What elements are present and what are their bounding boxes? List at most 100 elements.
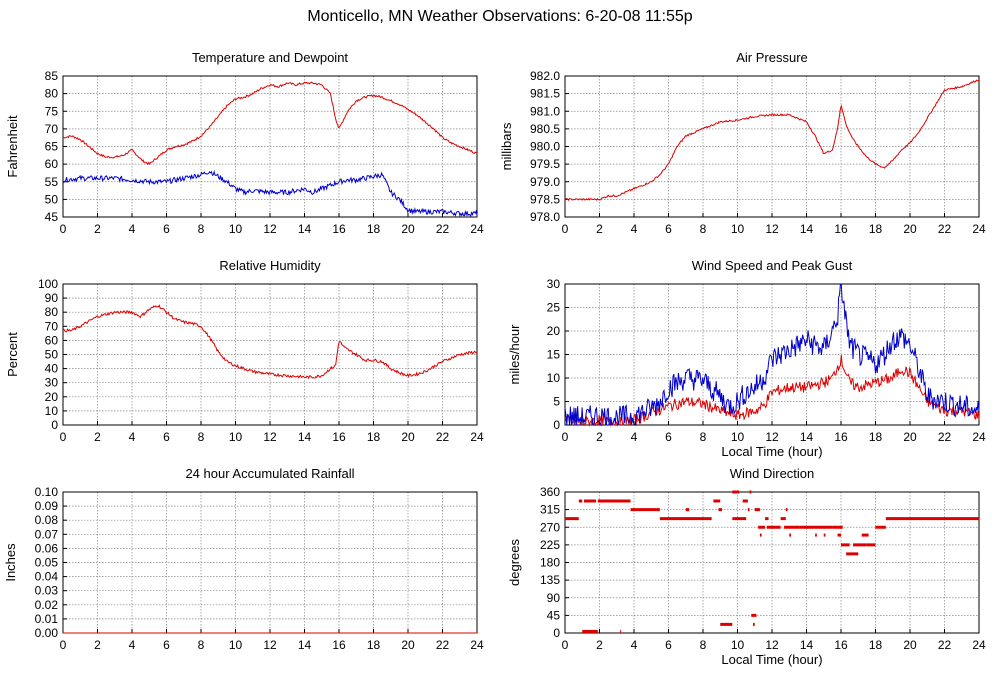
y-axis-label: millibars <box>499 122 514 170</box>
x-tick-label: 6 <box>163 430 170 444</box>
x-tick-label: 8 <box>198 222 205 236</box>
temp-series-0-line <box>62 81 478 166</box>
y-tick-label: 0.03 <box>35 584 59 598</box>
y-axis-label: degrees <box>507 539 522 586</box>
x-tick-label: 8 <box>700 638 707 652</box>
x-tick-label: 2 <box>596 430 603 444</box>
x-tick-label: 22 <box>938 222 952 236</box>
x-tick-label: 10 <box>731 222 745 236</box>
y-tick-label: 40 <box>45 362 59 376</box>
x-tick-label: 14 <box>800 638 814 652</box>
x-tick-label: 12 <box>263 430 277 444</box>
x-tick-label: 20 <box>903 222 917 236</box>
y-tick-label: 0.01 <box>35 612 59 626</box>
x-tick-label: 8 <box>198 430 205 444</box>
x-tick-label: 18 <box>869 430 883 444</box>
y-tick-label: 30 <box>45 376 59 390</box>
x-tick-label: 24 <box>470 430 484 444</box>
x-tick-label: 24 <box>972 222 986 236</box>
x-tick-label: 18 <box>869 222 883 236</box>
y-tick-label: 0.08 <box>35 513 59 527</box>
y-tick-label: 978.5 <box>530 192 560 206</box>
y-tick-label: 978.0 <box>530 210 560 224</box>
y-tick-label: 15 <box>547 348 561 362</box>
temp-series-1-line <box>62 169 478 218</box>
x-tick-label: 2 <box>94 638 101 652</box>
y-tick-label: 60 <box>45 157 59 171</box>
pressure-chart: 0 2 4 6 8 10 12 14 16 18 20 22 24978.0978.5979.0979.… <box>499 50 986 236</box>
y-axis-label: Inches <box>3 543 18 582</box>
x-tick-label: 20 <box>903 638 917 652</box>
y-tick-label: 20 <box>45 390 59 404</box>
y-tick-label: 0 <box>553 626 560 640</box>
chart-title: Air Pressure <box>736 50 808 65</box>
y-tick-label: 50 <box>45 192 59 206</box>
pressure-series-0-line <box>564 79 980 201</box>
x-tick-label: 20 <box>903 430 917 444</box>
x-tick-label: 6 <box>163 222 170 236</box>
x-tick-label: 22 <box>938 638 952 652</box>
temp-chart: 0 2 4 6 8 10 12 14 16 18 20 22 24455055606570758085T… <box>5 50 484 236</box>
y-tick-label: 5 <box>553 395 560 409</box>
y-tick-label: 0.02 <box>35 598 59 612</box>
chart-title: Wind Speed and Peak Gust <box>692 258 853 273</box>
x-tick-label: 14 <box>298 638 312 652</box>
x-tick-label: 20 <box>401 430 415 444</box>
chart-title: Temperature and Dewpoint <box>192 50 348 65</box>
x-tick-label: 14 <box>298 222 312 236</box>
y-axis-label: Fahrenheit <box>5 115 20 178</box>
x-tick-label: 10 <box>229 222 243 236</box>
y-tick-label: 70 <box>45 319 59 333</box>
x-tick-label: 24 <box>470 638 484 652</box>
y-tick-label: 90 <box>45 291 59 305</box>
x-tick-label: 16 <box>834 638 848 652</box>
y-tick-label: 180 <box>540 556 560 570</box>
y-tick-label: 25 <box>547 301 561 315</box>
x-tick-label: 16 <box>332 638 346 652</box>
y-tick-label: 70 <box>45 122 59 136</box>
y-tick-label: 90 <box>547 591 561 605</box>
x-tick-label: 22 <box>436 430 450 444</box>
y-tick-label: 0 <box>51 418 58 432</box>
x-tick-label: 18 <box>367 222 381 236</box>
y-tick-label: 270 <box>540 520 560 534</box>
y-tick-label: 979.0 <box>530 175 560 189</box>
y-axis-label: miles/hour <box>507 324 522 385</box>
x-axis-label: Local Time (hour) <box>721 444 822 459</box>
x-tick-label: 10 <box>229 638 243 652</box>
x-tick-label: 12 <box>765 638 779 652</box>
y-tick-label: 982.0 <box>530 69 560 83</box>
y-tick-label: 30 <box>547 277 561 291</box>
wind-series-0-line <box>564 354 980 427</box>
y-tick-label: 10 <box>45 404 59 418</box>
y-tick-label: 980.5 <box>530 122 560 136</box>
x-tick-label: 14 <box>298 430 312 444</box>
x-tick-label: 22 <box>436 222 450 236</box>
y-tick-label: 0.00 <box>35 626 59 640</box>
y-tick-label: 0.10 <box>35 485 59 499</box>
y-tick-label: 60 <box>45 333 59 347</box>
x-tick-label: 10 <box>229 430 243 444</box>
x-tick-label: 6 <box>665 638 672 652</box>
x-axis-label: Local Time (hour) <box>721 652 822 667</box>
y-tick-label: 85 <box>45 69 59 83</box>
x-tick-label: 0 <box>60 222 67 236</box>
x-tick-label: 6 <box>665 222 672 236</box>
chart-title: 24 hour Accumulated Rainfall <box>185 466 354 481</box>
x-tick-label: 0 <box>60 430 67 444</box>
humidity-series-0-line <box>62 304 478 380</box>
y-tick-label: 45 <box>547 608 561 622</box>
y-tick-label: 980.0 <box>530 140 560 154</box>
y-tick-label: 80 <box>45 305 59 319</box>
x-tick-label: 4 <box>631 638 638 652</box>
x-tick-label: 22 <box>938 430 952 444</box>
y-tick-label: 0 <box>553 418 560 432</box>
x-tick-label: 8 <box>700 222 707 236</box>
x-tick-label: 4 <box>631 430 638 444</box>
y-tick-label: 360 <box>540 485 560 499</box>
x-tick-label: 8 <box>700 430 707 444</box>
y-tick-label: 315 <box>540 503 560 517</box>
y-tick-label: 80 <box>45 87 59 101</box>
x-tick-label: 20 <box>401 222 415 236</box>
y-tick-label: 65 <box>45 140 59 154</box>
